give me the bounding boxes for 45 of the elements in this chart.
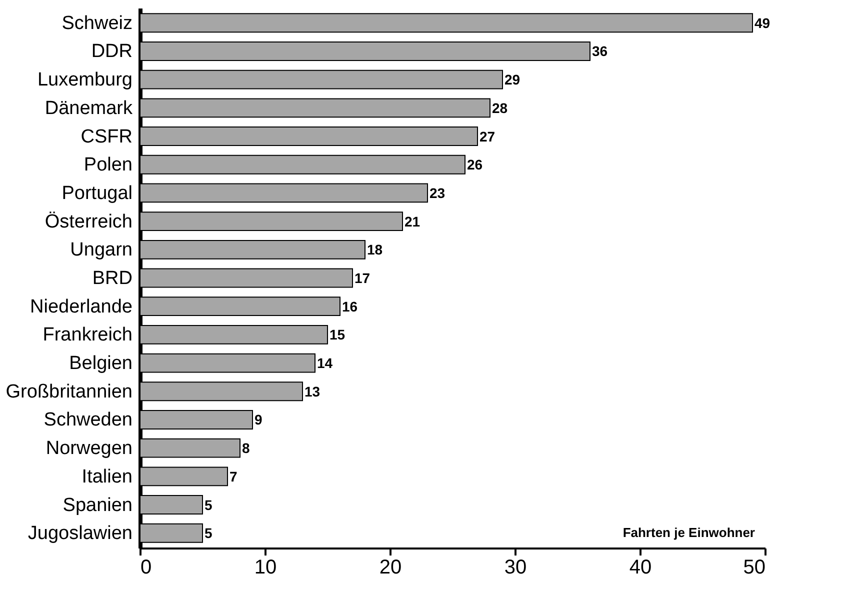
annotation: Fahrten je Einwohner <box>622 525 755 540</box>
y-tick-label: Polen <box>84 154 132 176</box>
data-label: 13 <box>304 383 320 400</box>
y-tick-label: Schweden <box>44 410 132 431</box>
data-label: 17 <box>354 270 370 286</box>
data-label: 16 <box>342 298 358 314</box>
data-label: 18 <box>367 242 383 258</box>
y-tick-label: BRD <box>92 268 132 289</box>
data-label: 28 <box>492 100 508 116</box>
data-label: 9 <box>254 412 262 428</box>
y-tick-label: Belgien <box>69 353 132 374</box>
data-label: 36 <box>592 43 608 60</box>
data-label: 27 <box>480 128 496 144</box>
y-tick-label: Portugal <box>62 182 132 204</box>
y-tick-label: Luxemburg <box>37 70 132 91</box>
data-label: 5 <box>204 525 212 542</box>
data-label: 5 <box>204 496 212 513</box>
y-tick-label: DDR <box>91 41 132 62</box>
x-tick-label: 0 <box>140 556 152 578</box>
y-tick-label: Norwegen <box>46 438 132 460</box>
data-label: 21 <box>404 213 420 230</box>
x-tick-label: 10 <box>254 556 277 578</box>
y-tick-label: CSFR <box>80 126 132 148</box>
y-tick-label: Großbritannien <box>6 381 132 402</box>
data-label: 7 <box>230 468 238 484</box>
data-label: 14 <box>317 355 333 372</box>
x-tick-label: 30 <box>504 556 527 578</box>
y-tick-label: Ungarn <box>70 240 132 261</box>
x-tick-label: 20 <box>379 556 402 578</box>
data-label: 29 <box>504 72 520 88</box>
y-tick-label: Spanien <box>62 494 132 516</box>
y-tick-label: Schweiz <box>62 12 132 34</box>
x-tick-label: 50 <box>743 556 766 578</box>
data-label: 15 <box>330 326 346 343</box>
data-label: 49 <box>754 14 770 31</box>
y-tick-label: Frankreich <box>42 324 132 346</box>
data-label: 26 <box>467 156 483 173</box>
y-tick-label: Niederlande <box>30 296 132 318</box>
y-tick-label: Jugoslawien <box>28 523 132 544</box>
data-label: 23 <box>430 184 446 201</box>
x-tick-label: 40 <box>629 556 652 578</box>
y-tick-label: Österreich <box>44 211 132 232</box>
data-label: 8 <box>242 440 250 456</box>
y-tick-label: Dänemark <box>44 98 133 119</box>
y-tick-label: Italien <box>82 466 132 488</box>
